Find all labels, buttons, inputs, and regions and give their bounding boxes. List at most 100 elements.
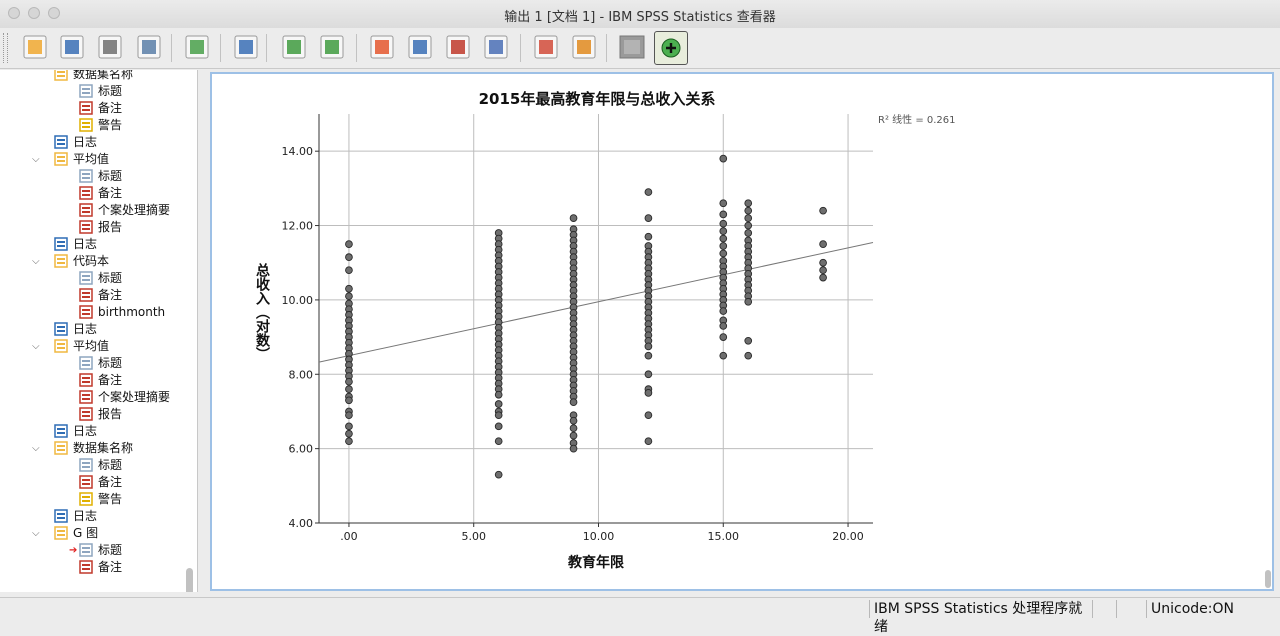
outline-item[interactable]: 日志 <box>54 508 97 525</box>
window-titlebar: 输出 1 [文档 1] - IBM SPSS Statistics 查看器 <box>0 0 1280 29</box>
zoom-window-button[interactable] <box>48 7 60 19</box>
data-point <box>719 307 728 315</box>
data-point <box>644 411 653 420</box>
processor-status: IBM SPSS Statistics 处理程序就绪 <box>869 600 1092 635</box>
outline-item[interactable]: ⌵ 数据集名称 <box>32 440 133 457</box>
warning-icon <box>79 492 93 506</box>
outline-item[interactable]: 备注 <box>79 185 122 202</box>
data-points <box>345 154 827 479</box>
notes-icon <box>79 475 93 489</box>
outline-item[interactable]: ⌵ 代码本 <box>32 253 110 270</box>
outline-item[interactable]: ⌵ 平均值 <box>32 338 109 355</box>
current-item-arrow-icon: ➔ <box>69 545 78 556</box>
outline-item[interactable]: 标题 <box>79 270 122 287</box>
data-point <box>744 351 753 360</box>
outline-item-label: 代码本 <box>73 254 110 268</box>
outline-item[interactable]: ⌵ 平均值 <box>32 151 109 168</box>
goto-data-icon[interactable] <box>366 31 398 63</box>
outline-item[interactable]: 备注 <box>79 559 122 576</box>
pane-splitter[interactable] <box>198 70 208 592</box>
data-point <box>719 234 728 243</box>
chevron-down-icon[interactable]: ⌵ <box>32 443 40 454</box>
outline-item[interactable]: 报告 <box>79 219 122 236</box>
outline-item[interactable]: 备注 <box>79 372 122 389</box>
data-point <box>719 351 728 360</box>
outline-vertical-scrollbar[interactable] <box>186 568 193 592</box>
designate-window-icon[interactable] <box>616 31 648 63</box>
outline-item[interactable]: ➔ 标题 <box>69 542 122 559</box>
chevron-down-icon[interactable]: ⌵ <box>32 528 40 539</box>
status-blank-cell-2 <box>1116 600 1146 618</box>
outline-item[interactable]: 备注 <box>79 287 122 304</box>
outline-item-label: 数据集名称 <box>73 70 134 81</box>
edit-output-icon[interactable] <box>530 31 562 63</box>
chevron-down-icon[interactable]: ⌵ <box>32 341 40 352</box>
outline-item[interactable]: 日志 <box>54 423 97 440</box>
minimize-window-button[interactable] <box>28 7 40 19</box>
print-preview-icon[interactable] <box>133 31 165 63</box>
outline-item[interactable]: 备注 <box>79 474 122 491</box>
variables-icon[interactable] <box>480 31 512 63</box>
outline-item[interactable]: 个案处理摘要 <box>79 389 170 406</box>
log-icon <box>54 135 68 149</box>
procedure-icon <box>54 254 68 268</box>
redo-icon[interactable] <box>316 31 348 63</box>
data-editor-icon[interactable] <box>230 31 262 63</box>
data-point <box>819 266 827 275</box>
outline-item-label: 标题 <box>98 356 123 370</box>
y-tick-label: 14.00 <box>282 145 314 158</box>
log-icon <box>54 509 68 523</box>
script-icon[interactable] <box>568 31 600 63</box>
insert-variable-icon[interactable] <box>442 31 474 63</box>
toolbar-separator <box>520 34 521 62</box>
outline-item[interactable]: 标题 <box>79 83 122 100</box>
outline-item[interactable]: ⌵ G 图 <box>32 525 98 542</box>
outline-item[interactable]: 报告 <box>79 406 122 423</box>
output-content-pane: 4.00 6.00 8.00 10.00 12.00 14.00 .00 5.00 10.00 1… <box>210 72 1274 591</box>
outline-item-label: 备注 <box>98 373 123 387</box>
export-icon[interactable] <box>181 31 213 63</box>
table-icon <box>79 203 93 217</box>
outline-item[interactable]: birthmonth <box>79 304 165 321</box>
outline-item-label: 备注 <box>98 186 123 200</box>
undo-icon[interactable] <box>278 31 310 63</box>
open-icon[interactable] <box>19 31 51 63</box>
save-icon[interactable] <box>56 31 88 63</box>
outline-item[interactable]: 日志 <box>54 134 97 151</box>
outline-item[interactable]: 警告 <box>79 117 122 134</box>
outline-item[interactable]: 标题 <box>79 457 122 474</box>
goto-case-icon[interactable] <box>404 31 436 63</box>
outline-item[interactable]: 标题 <box>79 355 122 372</box>
toolbar-separator <box>171 34 172 62</box>
log-icon <box>54 237 68 251</box>
outline-item[interactable]: 日志 <box>54 236 97 253</box>
data-point <box>744 199 753 208</box>
outline-item[interactable]: 日志 <box>54 321 97 338</box>
data-point <box>345 377 353 386</box>
data-point <box>494 470 503 479</box>
close-window-button[interactable] <box>8 7 20 19</box>
outline-item[interactable]: 备注 <box>79 100 122 117</box>
chevron-down-icon[interactable]: ⌵ <box>32 154 40 165</box>
procedure-icon <box>54 339 68 353</box>
data-point <box>744 214 753 222</box>
data-point <box>719 249 728 258</box>
toolbar-grip[interactable] <box>3 33 8 63</box>
outline-item[interactable]: 数据集名称 <box>54 70 133 83</box>
outline-item-label: 报告 <box>98 407 123 421</box>
data-point <box>494 411 503 420</box>
procedure-icon <box>54 152 68 166</box>
scatter-chart[interactable]: 4.00 6.00 8.00 10.00 12.00 14.00 .00 5.00 10.00 1… <box>212 74 1272 589</box>
content-vertical-scrollbar[interactable] <box>1265 570 1271 588</box>
chevron-down-icon[interactable]: ⌵ <box>32 256 40 267</box>
outline-item-label: 日志 <box>73 509 98 523</box>
outline-item[interactable]: 警告 <box>79 491 122 508</box>
outline-item[interactable]: 标题 <box>79 168 122 185</box>
data-point <box>744 336 753 345</box>
zoom-in-icon[interactable] <box>654 31 688 65</box>
data-point <box>569 444 578 453</box>
print-icon[interactable] <box>94 31 126 63</box>
outline-item-label: 日志 <box>73 135 98 149</box>
outline-item[interactable]: 个案处理摘要 <box>79 202 170 219</box>
data-point <box>569 424 578 433</box>
